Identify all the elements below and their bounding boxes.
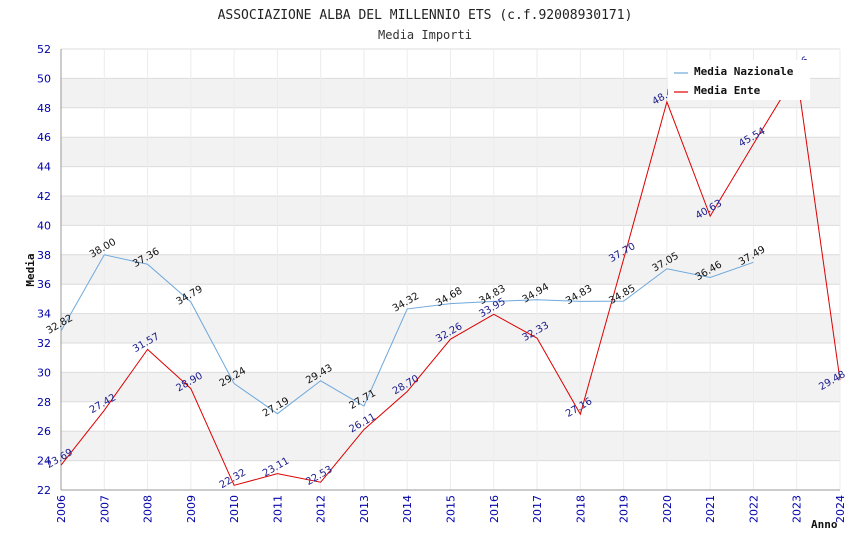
x-axis-title: Anno — [811, 518, 838, 531]
y-tick-label-30: 30 — [37, 366, 51, 379]
legend-label-media-nazionale: Media Nazionale — [694, 65, 794, 78]
x-tick-label-2024: 2024 — [834, 495, 847, 523]
y-tick-label-42: 42 — [37, 190, 51, 203]
series-line-media-ente — [60, 71, 841, 486]
legend-label-media-ente: Media Ente — [694, 84, 761, 97]
x-tick-label-2019: 2019 — [618, 495, 631, 523]
y-tick-label-50: 50 — [37, 72, 51, 85]
chart-title: ASSOCIAZIONE ALBA DEL MILLENNIO ETS (c.f… — [218, 8, 633, 23]
x-tick-label-2008: 2008 — [142, 495, 155, 523]
x-tick-label-2018: 2018 — [574, 495, 587, 523]
x-tick-label-2016: 2016 — [488, 495, 501, 523]
y-tick-label-36: 36 — [37, 278, 51, 291]
y-tick-label-44: 44 — [37, 161, 51, 174]
y-tick-label-32: 32 — [37, 337, 51, 350]
x-tick-label-2021: 2021 — [704, 495, 717, 523]
x-tick-label-2009: 2009 — [185, 495, 198, 523]
x-tick-label-2011: 2011 — [271, 495, 284, 523]
x-tick-label-2013: 2013 — [358, 495, 371, 523]
x-tick-label-2014: 2014 — [401, 495, 414, 523]
x-tick-label-2015: 2015 — [445, 495, 458, 523]
x-tick-label-2023: 2023 — [791, 495, 804, 523]
y-tick-label-52: 52 — [37, 43, 51, 56]
series-line-media-nazionale — [60, 254, 754, 415]
y-tick-label-38: 38 — [37, 249, 51, 262]
chart-subtitle: Media Importi — [378, 28, 472, 42]
x-tick-label-2017: 2017 — [531, 495, 544, 523]
x-tick-label-2006: 2006 — [55, 495, 68, 523]
x-tick-label-2007: 2007 — [98, 495, 111, 523]
x-axis-ticks: 2006 2007 2008 2009 2010 2011 2012 2013 2014 2015… — [55, 495, 847, 523]
x-tick-label-2022: 2022 — [747, 495, 760, 523]
legend-background — [668, 60, 810, 100]
y-tick-label-28: 28 — [37, 396, 51, 409]
y-tick-label-26: 26 — [37, 425, 51, 438]
y-tick-label-48: 48 — [37, 102, 51, 115]
y-tick-label-24: 24 — [37, 455, 51, 468]
x-tick-label-2020: 2020 — [661, 495, 674, 523]
y-axis-title: Media — [24, 253, 37, 286]
legend: Media Nazionale Media Ente — [668, 60, 810, 100]
series-lines — [60, 71, 841, 486]
y-tick-label-34: 34 — [37, 308, 51, 321]
y-tick-label-46: 46 — [37, 131, 51, 144]
x-tick-label-2012: 2012 — [315, 495, 328, 523]
y-tick-label-22: 22 — [37, 484, 51, 497]
y-axis-ticks: 22 24 26 28 30 32 34 36 38 40 42 44 46 48 50 52 — [37, 43, 51, 497]
y-tick-label-40: 40 — [37, 219, 51, 232]
x-tick-label-2010: 2010 — [228, 495, 241, 523]
